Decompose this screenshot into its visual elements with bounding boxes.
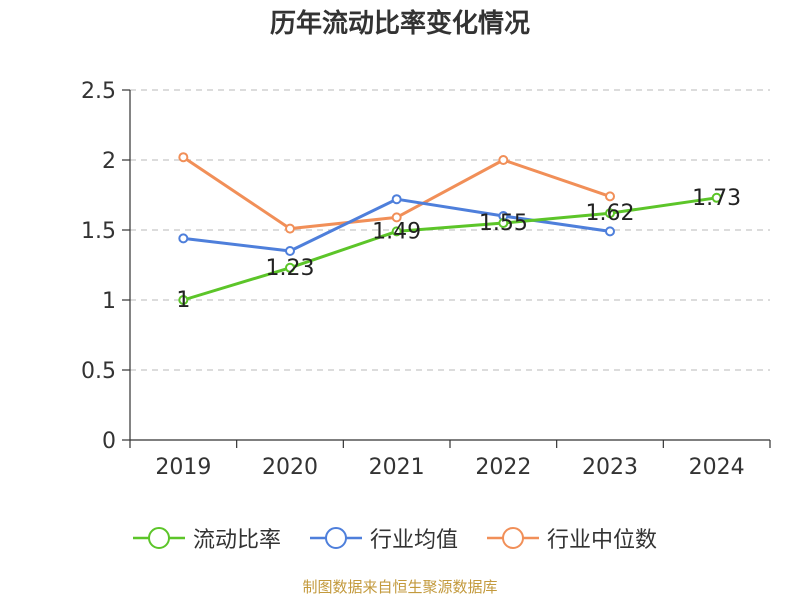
data-point: [605, 191, 615, 202]
data-labels: 1 1.23 1.49 1.55 1.62 1.73: [176, 186, 741, 313]
data-label: 1.62: [586, 201, 635, 226]
x-tick-label: 2021: [369, 455, 425, 480]
series-lines: [178, 152, 722, 305]
y-tick-label: 1.5: [81, 219, 116, 244]
data-point: [605, 208, 615, 219]
x-tick-label: 2020: [262, 455, 318, 480]
data-label: 1: [176, 288, 190, 313]
y-tick-label: 2.5: [81, 79, 116, 104]
data-point: [498, 155, 509, 165]
data-label: 1.23: [266, 256, 315, 281]
data-point: [285, 262, 295, 273]
axes: 0 0.5 1 1.5 2 2.5 2019 2020 2021 2022 2023 2024: [81, 79, 771, 480]
legend-swatch-marker: [502, 527, 524, 549]
legend-item-industry-mean[interactable]: 行业均值: [310, 520, 458, 556]
data-point: [498, 218, 509, 228]
chart-title: 历年流动比率变化情况: [269, 9, 530, 39]
data-point: [391, 226, 402, 237]
data-point: [178, 233, 189, 244]
legend-line-circle-icon: [487, 527, 539, 549]
legend-item-industry-median[interactable]: 行业中位数: [487, 520, 657, 556]
y-tick-label: 0.5: [81, 359, 116, 384]
series-line: [182, 196, 717, 302]
y-tick-label: 0: [102, 429, 116, 454]
data-label: 1.55: [479, 211, 528, 236]
source-note: 制图数据来自恒生聚源数据库: [302, 578, 498, 596]
gridlines: [130, 89, 770, 371]
legend-line-circle-icon: [310, 527, 362, 549]
data-point: [391, 212, 402, 223]
legend-label: 行业均值: [370, 528, 459, 553]
data-point: [178, 152, 189, 163]
data-point: [285, 246, 295, 256]
data-point: [391, 194, 402, 205]
legend-line-circle-icon: [133, 527, 185, 549]
data-point: [711, 192, 722, 203]
legend-label: 行业中位数: [547, 528, 658, 553]
y-tick-label: 2: [102, 149, 116, 174]
data-point: [605, 226, 615, 237]
legend: 流动比率 行业均值 行业中位数: [0, 520, 800, 556]
legend-label: 流动比率: [193, 528, 282, 553]
x-tick-label: 2019: [155, 455, 211, 480]
data-label: 1.73: [692, 186, 741, 211]
data-point: [178, 295, 189, 305]
legend-swatch-marker: [148, 527, 170, 549]
data-point: [285, 223, 295, 234]
x-tick-label: 2023: [582, 455, 638, 480]
legend-item-current-ratio[interactable]: 流动比率: [133, 520, 281, 556]
y-tick-label: 1: [102, 289, 116, 314]
x-tick-label: 2024: [689, 455, 745, 480]
legend-swatch-marker: [325, 527, 347, 549]
x-tick-label: 2022: [475, 455, 531, 480]
data-label: 1.49: [372, 219, 421, 244]
